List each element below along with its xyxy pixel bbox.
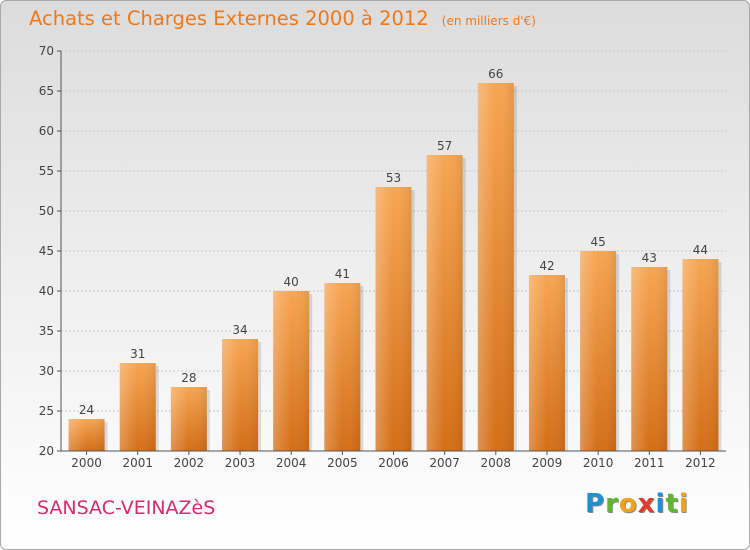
x-tick-label: 2007 <box>429 456 460 470</box>
bar-highlight <box>324 283 361 451</box>
y-tick-label: 55 <box>39 164 54 178</box>
x-tick-label: 2004 <box>276 456 307 470</box>
bar-highlight <box>631 267 668 451</box>
bar-highlight <box>477 83 514 451</box>
data-label: 41 <box>335 267 350 281</box>
x-tick-label: 2006 <box>378 456 409 470</box>
y-tick-label: 20 <box>39 444 54 458</box>
bar-highlight <box>528 275 565 451</box>
x-tick-label: 2010 <box>583 456 614 470</box>
commune-name: SANSAC-VEINAZèS <box>37 497 216 519</box>
data-label: 31 <box>130 347 145 361</box>
bar-highlight <box>682 259 719 451</box>
data-label: 43 <box>642 251 657 265</box>
brand-letter: i <box>655 489 666 519</box>
y-tick-label: 60 <box>39 124 54 138</box>
brand-letter: t <box>665 489 679 519</box>
data-label: 40 <box>284 275 299 289</box>
x-tick-label: 2001 <box>122 456 153 470</box>
y-tick-label: 40 <box>39 284 54 298</box>
bar-highlight <box>375 187 412 451</box>
data-label: 57 <box>437 139 452 153</box>
data-label: 44 <box>693 243 708 257</box>
y-tick-label: 45 <box>39 244 54 258</box>
bar-highlight <box>68 419 105 451</box>
x-tick-label: 2008 <box>481 456 512 470</box>
brand-letter: o <box>618 489 638 519</box>
x-tick-label: 2005 <box>327 456 358 470</box>
data-label: 24 <box>79 403 94 417</box>
x-tick-label: 2009 <box>532 456 563 470</box>
x-tick-label: 2011 <box>634 456 665 470</box>
y-tick-label: 70 <box>39 44 54 58</box>
data-label: 53 <box>386 171 401 185</box>
title-row: Achats et Charges Externes 2000 à 2012 (… <box>29 7 536 30</box>
data-label: 28 <box>181 371 196 385</box>
bar-highlight <box>119 363 156 451</box>
chart-subtitle: (en milliers d'€) <box>441 14 536 28</box>
bar-highlight <box>273 291 310 451</box>
y-tick-label: 30 <box>39 364 54 378</box>
y-tick-label: 35 <box>39 324 54 338</box>
brand-logo: Proxiti <box>585 489 689 519</box>
brand-letter: P <box>585 489 606 519</box>
y-tick-label: 65 <box>39 84 54 98</box>
x-tick-label: 2012 <box>685 456 716 470</box>
y-tick-label: 50 <box>39 204 54 218</box>
bar-highlight <box>426 155 463 451</box>
bar-highlight <box>170 387 207 451</box>
data-label: 34 <box>232 323 247 337</box>
brand-letter: x <box>637 489 656 519</box>
data-label: 42 <box>539 259 554 273</box>
x-tick-label: 2000 <box>71 456 102 470</box>
bar-highlight <box>580 251 617 451</box>
brand-letter: i <box>678 489 689 519</box>
y-tick-label: 25 <box>39 404 54 418</box>
bar-layer: 24 31 28 34 40 41 53 57 66 42 45 43 44 <box>68 67 722 451</box>
bar-highlight <box>222 339 259 451</box>
brand-letter: r <box>605 489 619 519</box>
x-tick-label: 2002 <box>174 456 205 470</box>
x-tick-label: 2003 <box>225 456 256 470</box>
data-label: 45 <box>590 235 605 249</box>
chart-title: Achats et Charges Externes 2000 à 2012 <box>29 7 429 30</box>
axis-layer: 20 25 30 35 40 45 50 55 60 65 70 2000 2001 2002 2003 20… <box>39 44 726 470</box>
data-label: 66 <box>488 67 503 81</box>
